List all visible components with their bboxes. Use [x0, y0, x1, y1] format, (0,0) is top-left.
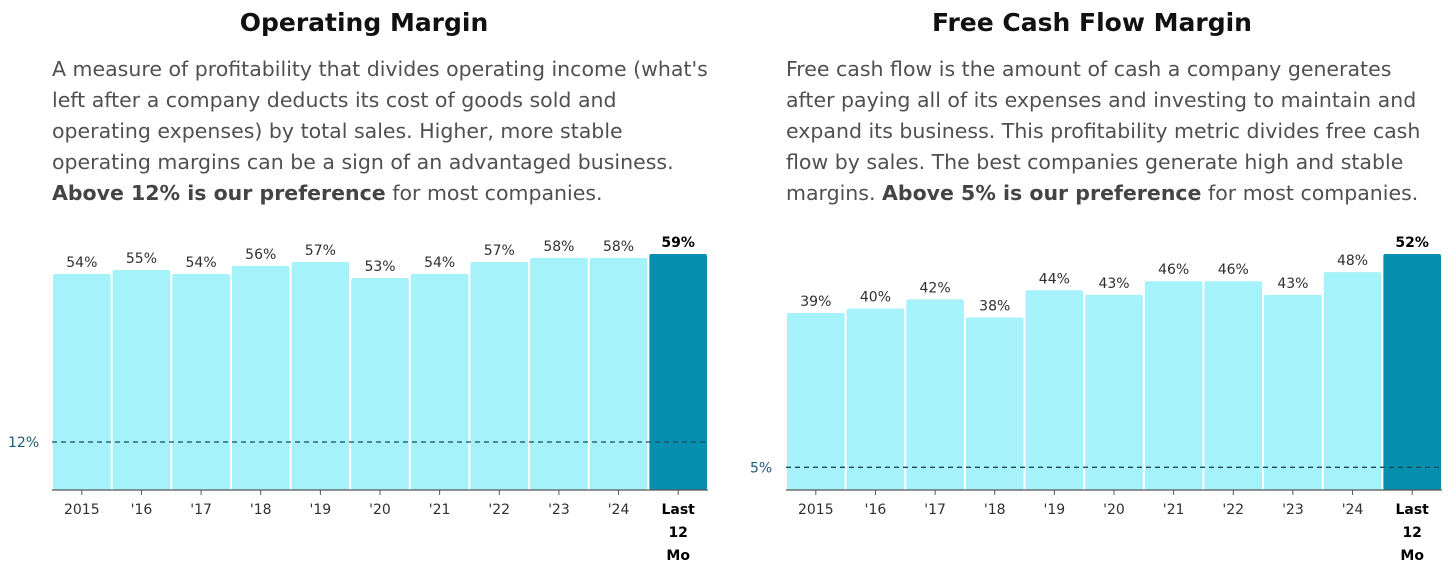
description-text: Free cash flow is the amount of cash a c…	[786, 57, 1421, 205]
bar-5	[351, 278, 409, 490]
category-label-2: '17	[190, 502, 212, 518]
value-label-4: 44%	[1039, 271, 1070, 287]
value-label-6: 54%	[424, 255, 455, 271]
category-label-8: '23	[1282, 502, 1304, 518]
bar-8	[1264, 294, 1322, 490]
bar-2	[906, 299, 964, 490]
value-label-2: 54%	[186, 255, 217, 271]
bar-10	[1383, 254, 1441, 490]
category-label-5: '20	[1103, 502, 1125, 518]
bar-5	[1085, 294, 1143, 490]
value-label-3: 56%	[245, 247, 276, 263]
category-label-7: '22	[488, 502, 510, 518]
bar-7	[470, 262, 529, 490]
category-label-9: '24	[1342, 502, 1364, 518]
value-label-6: 46%	[1158, 262, 1189, 278]
value-label-7: 46%	[1218, 262, 1249, 278]
reference-line-label: 12%	[8, 435, 39, 451]
value-label-0: 39%	[800, 294, 831, 310]
value-label-8: 58%	[543, 239, 574, 255]
bar-9	[1323, 272, 1382, 490]
category-label-10: Last 12 Mo	[1395, 502, 1429, 564]
bar-0	[53, 274, 111, 490]
value-label-7: 57%	[484, 243, 515, 259]
category-label-8: '23	[548, 502, 570, 518]
chart-title: Operating Margin	[239, 8, 489, 37]
category-label-4: '19	[1044, 502, 1066, 518]
description-emphasis: Above 12% is our preference	[52, 181, 386, 205]
bar-4	[1025, 290, 1084, 490]
free-cash-flow-margin-chart: 39% 2015 40% '16 42% '17 38% '18 44% '19 43% '20 46%…	[750, 235, 1442, 564]
category-label-10: Last 12 Mo	[661, 502, 695, 564]
reference-line-label: 5%	[750, 460, 772, 476]
description-tail: for most companies.	[392, 181, 603, 205]
category-label-5: '20	[369, 502, 391, 518]
bar-2	[172, 274, 230, 490]
bar-9	[589, 258, 648, 490]
bar-4	[291, 262, 350, 490]
description-tail: for most companies.	[1208, 181, 1419, 205]
value-label-1: 40%	[860, 289, 891, 305]
description-emphasis: Above 5% is our preference	[882, 181, 1202, 205]
value-label-3: 38%	[979, 299, 1010, 315]
chart-title: Free Cash Flow Margin	[932, 8, 1252, 37]
bar-1	[112, 270, 171, 490]
bar-6	[1144, 281, 1203, 490]
category-label-6: '21	[429, 502, 451, 518]
value-label-9: 48%	[1337, 253, 1368, 269]
category-label-3: '18	[250, 502, 272, 518]
category-label-2: '17	[924, 502, 946, 518]
description-text: A measure of profitability that divides …	[52, 57, 708, 174]
category-label-7: '22	[1222, 502, 1244, 518]
value-label-10: 52%	[1395, 235, 1429, 251]
category-label-3: '18	[984, 502, 1006, 518]
category-label-6: '21	[1163, 502, 1185, 518]
value-label-8: 43%	[1277, 276, 1308, 292]
value-label-9: 58%	[603, 239, 634, 255]
category-label-1: '16	[131, 502, 153, 518]
value-label-5: 43%	[1098, 276, 1129, 292]
value-label-5: 53%	[364, 259, 395, 275]
chart-description: Free cash flow is the amount of cash a c…	[786, 54, 1426, 209]
category-label-9: '24	[608, 502, 630, 518]
category-label-0: 2015	[798, 502, 834, 518]
bar-3	[965, 317, 1024, 490]
bar-10	[649, 254, 707, 490]
category-label-1: '16	[865, 502, 887, 518]
value-label-10: 59%	[661, 235, 695, 251]
value-label-1: 55%	[126, 251, 157, 267]
operating-margin-chart: 54% 2015 55% '16 54% '17 56% '18 57% '19 53% '20 54%…	[8, 235, 708, 564]
operating-margin-panel: Operating Margin A measure of profitabil…	[8, 8, 712, 564]
value-label-4: 57%	[305, 243, 336, 259]
value-label-2: 42%	[920, 280, 951, 296]
category-label-0: 2015	[64, 502, 100, 518]
free-cash-flow-margin-panel: Free Cash Flow Margin Free cash flow is …	[728, 0, 1456, 571]
bar-8	[530, 258, 588, 490]
bar-3	[231, 266, 290, 490]
chart-description: A measure of profitability that divides …	[52, 54, 712, 209]
bar-6	[410, 274, 469, 490]
bar-7	[1204, 281, 1263, 490]
value-label-0: 54%	[66, 255, 97, 271]
category-label-4: '19	[310, 502, 332, 518]
bar-1	[846, 308, 905, 490]
bar-0	[787, 313, 845, 490]
